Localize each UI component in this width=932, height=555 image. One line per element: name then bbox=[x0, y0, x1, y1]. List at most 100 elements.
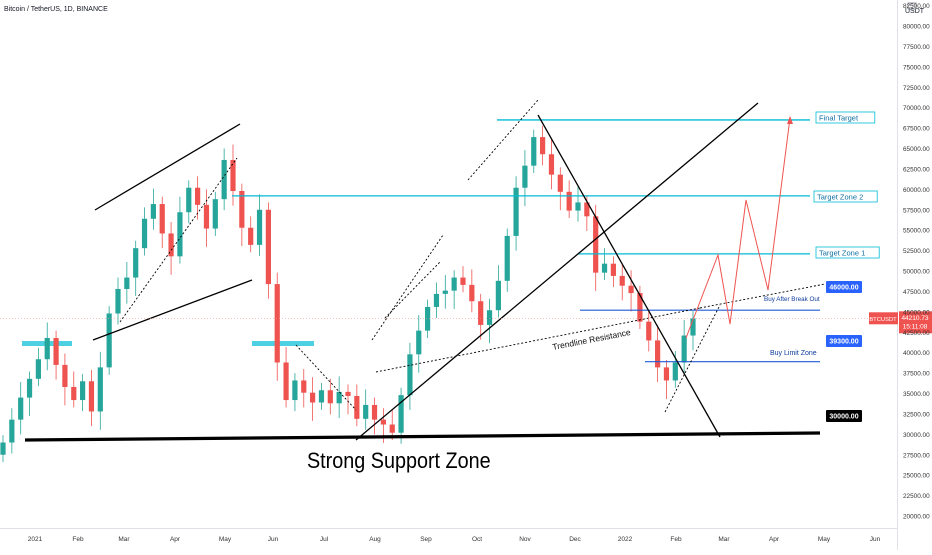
candle-body bbox=[469, 284, 475, 302]
candle-body bbox=[655, 340, 661, 368]
y-tick-label: 45000.00 bbox=[903, 309, 930, 316]
candle-body bbox=[133, 248, 139, 278]
candle-body bbox=[513, 187, 519, 236]
price-badge-label: 46000.00 bbox=[829, 285, 858, 292]
y-tick-label: 82500.00 bbox=[903, 3, 930, 10]
y-tick-label: 60000.00 bbox=[903, 187, 930, 194]
y-tick-label: 55000.00 bbox=[903, 228, 930, 235]
candle-body bbox=[301, 380, 307, 393]
y-tick-label: 20000.00 bbox=[903, 514, 930, 521]
resistance-zone-2 bbox=[252, 341, 314, 346]
price-badge bbox=[826, 335, 862, 347]
currency-label: USDT bbox=[905, 8, 925, 15]
price-badge-label: 30000.00 bbox=[829, 414, 858, 421]
candle-body bbox=[681, 335, 687, 363]
x-tick-label: Oct bbox=[472, 536, 482, 543]
x-tick-label: Sep bbox=[420, 536, 432, 543]
y-tick-label: 50000.00 bbox=[903, 269, 930, 276]
y-tick-label: 75000.00 bbox=[903, 64, 930, 71]
candle-body bbox=[168, 233, 174, 257]
candle-body bbox=[442, 290, 448, 294]
x-tick-label: Jul bbox=[320, 536, 329, 543]
candle-body bbox=[486, 310, 493, 325]
dotted-trend-line bbox=[295, 344, 357, 411]
candle-body bbox=[141, 218, 148, 249]
y-tick-label: 27500.00 bbox=[903, 452, 930, 459]
candle-body bbox=[575, 202, 581, 211]
x-tick-label: May bbox=[219, 536, 232, 543]
trend-line bbox=[537, 114, 721, 438]
candle-body bbox=[566, 191, 572, 211]
y-tick-label: 35000.00 bbox=[903, 391, 930, 398]
y-tick-label: 65000.00 bbox=[903, 146, 930, 153]
candle-body bbox=[177, 212, 183, 257]
trend-line bbox=[355, 102, 759, 441]
price-badge bbox=[826, 410, 862, 422]
level-label-box bbox=[813, 190, 878, 203]
candle-body bbox=[18, 397, 24, 420]
last-price-label: 44210.73 bbox=[901, 315, 928, 322]
level-label: Target Zone 1 bbox=[819, 249, 865, 258]
y-tick-label: 77500.00 bbox=[903, 44, 930, 51]
candle-body bbox=[637, 293, 643, 322]
candle-body bbox=[26, 378, 33, 398]
candle-body bbox=[531, 137, 537, 166]
candle-body bbox=[548, 154, 555, 175]
level-label-box bbox=[815, 246, 880, 259]
y-tick-label: 52500.00 bbox=[903, 248, 930, 255]
candle-body bbox=[88, 381, 95, 412]
x-axis: 2021 Feb Mar Apr May Jun Jul Aug Sep Oct Nov Dec 202… bbox=[28, 536, 881, 543]
dotted-trend-line bbox=[371, 234, 444, 341]
candle-body bbox=[159, 204, 165, 234]
candle-body bbox=[416, 330, 422, 355]
candle-body bbox=[336, 391, 342, 404]
symbol-tag-label: BTCUSDT bbox=[869, 317, 897, 323]
dotted-trend-line bbox=[664, 304, 721, 413]
expand-icon[interactable] bbox=[907, 2, 917, 10]
candle-body bbox=[44, 337, 50, 360]
candle-body bbox=[97, 367, 103, 412]
candle-body bbox=[451, 277, 457, 291]
y-tick-label: 72500.00 bbox=[903, 85, 930, 92]
y-tick-label: 40000.00 bbox=[903, 350, 930, 357]
candle-body bbox=[619, 275, 625, 286]
price-badge-label: 39300.00 bbox=[829, 339, 858, 346]
candle-body bbox=[327, 390, 333, 404]
y-tick-label: 22500.00 bbox=[903, 493, 930, 500]
x-tick-label: Mar bbox=[118, 536, 130, 543]
level-label: Buy After Break Out bbox=[764, 296, 820, 303]
candle-body bbox=[407, 354, 413, 396]
candle-body bbox=[256, 209, 263, 245]
candle-body bbox=[601, 263, 608, 273]
candle-body bbox=[62, 364, 68, 387]
y-axis: 20000.00 22500.00 25000.00 27500.00 30000.00… bbox=[903, 3, 930, 520]
candle-body bbox=[274, 284, 280, 363]
x-tick-label: Apr bbox=[170, 536, 181, 543]
trend-line bbox=[94, 123, 241, 211]
candle-body bbox=[460, 277, 466, 285]
candle-body bbox=[292, 380, 298, 401]
candle-body bbox=[504, 235, 510, 281]
projection-arrowhead bbox=[787, 116, 793, 124]
candle-body bbox=[35, 359, 41, 379]
level-label: Buy Limit Zone bbox=[770, 350, 817, 357]
candle-body bbox=[672, 362, 678, 381]
candle-body bbox=[495, 280, 501, 311]
candle-body bbox=[230, 159, 236, 191]
y-tick-label: 67500.00 bbox=[903, 126, 930, 133]
x-tick-label: 2022 bbox=[618, 536, 633, 543]
candle-body bbox=[478, 301, 484, 325]
candle-body bbox=[221, 159, 227, 200]
candle-body bbox=[0, 442, 6, 455]
price-badge bbox=[826, 281, 862, 293]
candle-body bbox=[248, 227, 254, 245]
y-tick-label: 42500.00 bbox=[903, 330, 930, 337]
candle-body bbox=[203, 204, 210, 229]
candle-body bbox=[239, 190, 245, 228]
candle-body bbox=[186, 187, 192, 213]
last-price-badge bbox=[899, 311, 932, 334]
support-zone-annotation: Strong Support Zone bbox=[307, 449, 491, 473]
x-tick-label: Feb bbox=[72, 536, 84, 543]
candle-body bbox=[690, 318, 696, 336]
